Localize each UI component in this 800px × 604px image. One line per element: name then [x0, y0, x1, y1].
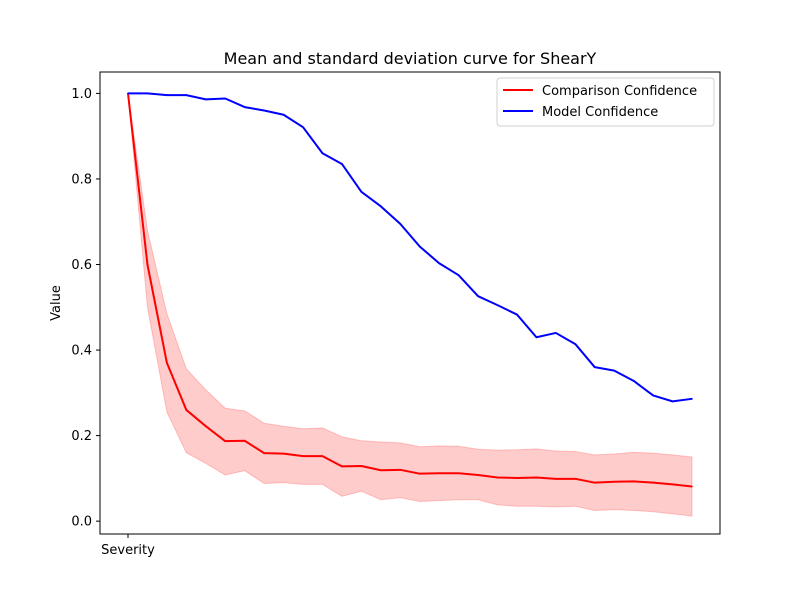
data-point-comparison — [418, 472, 421, 475]
legend: Comparison Confidence Model Confidence — [496, 77, 715, 127]
data-point-model — [399, 223, 402, 225]
data-point-comparison — [671, 483, 674, 486]
data-point-model — [263, 109, 265, 112]
data-point-comparison — [593, 481, 596, 484]
data-point-model — [185, 94, 188, 96]
y-tick-label: 0.6 — [71, 258, 92, 273]
data-point-model — [516, 313, 518, 316]
legend-box — [496, 77, 715, 127]
series-line-model — [128, 92, 693, 403]
data-point-model — [574, 343, 577, 345]
data-point-model — [555, 332, 557, 334]
data-point-model — [632, 380, 635, 382]
chart-title: Mean and standard deviation curve for Sh… — [224, 49, 597, 68]
data-point-comparison — [321, 455, 324, 457]
data-point-comparison — [632, 480, 635, 483]
data-point-comparison — [243, 439, 246, 442]
data-point-model — [457, 274, 460, 276]
data-point-model — [166, 94, 168, 96]
data-point-comparison — [457, 472, 460, 475]
data-point-comparison — [516, 477, 518, 479]
data-point-model — [691, 398, 693, 400]
data-point-model — [360, 190, 363, 193]
data-point-comparison — [224, 440, 227, 442]
data-point-model — [302, 126, 304, 128]
data-point-model — [127, 92, 129, 95]
data-point-model — [671, 400, 674, 403]
data-point-model — [243, 106, 246, 108]
data-point-comparison — [360, 465, 363, 467]
data-point-model — [321, 152, 324, 155]
legend-label-model: Model Confidence — [542, 105, 658, 120]
data-point-comparison — [204, 425, 207, 428]
data-point-comparison — [341, 465, 343, 468]
data-point-comparison — [166, 362, 168, 364]
data-point-comparison — [185, 409, 188, 411]
data-point-model — [496, 304, 499, 306]
data-point-comparison — [282, 452, 285, 455]
y-axis-label: Value — [49, 285, 64, 321]
data-point-model — [477, 295, 479, 297]
data-point-model — [380, 205, 382, 208]
legend-label-comparison: Comparison Confidence — [542, 84, 697, 99]
data-point-comparison — [652, 481, 654, 484]
data-point-comparison — [574, 478, 577, 480]
data-point-model — [282, 113, 285, 116]
data-point-model — [613, 369, 616, 372]
data-point-model — [535, 336, 538, 339]
data-point-comparison — [438, 472, 440, 475]
data-point-model — [593, 366, 596, 368]
data-point-comparison — [263, 452, 265, 454]
data-point-comparison — [477, 474, 479, 476]
data-point-comparison — [535, 476, 538, 479]
data-point-comparison — [302, 455, 304, 457]
series-line-comparison — [127, 93, 693, 488]
plot-frame — [99, 71, 721, 535]
data-point-model — [418, 245, 421, 248]
data-point-comparison — [555, 478, 557, 480]
data-point-model — [341, 163, 343, 165]
data-point-comparison — [399, 469, 402, 471]
data-point-comparison — [380, 469, 382, 472]
y-tick-label: 1.0 — [71, 87, 92, 102]
x-tick-label: Severity — [101, 543, 155, 558]
y-tick-label: 0.2 — [71, 429, 92, 444]
y-tick-label: 0.4 — [71, 344, 92, 359]
data-point-model — [224, 97, 227, 100]
data-point-comparison — [146, 263, 149, 266]
data-point-model — [438, 262, 440, 265]
data-point-model — [146, 92, 149, 95]
data-point-model — [652, 394, 654, 397]
plot-area — [100, 72, 720, 534]
data-point-model — [204, 98, 207, 101]
y-tick-label: 0.0 — [71, 515, 92, 530]
data-point-comparison — [496, 476, 499, 479]
data-point-comparison — [691, 485, 693, 488]
data-point-comparison — [613, 481, 616, 483]
y-tick-label: 0.8 — [71, 172, 92, 187]
